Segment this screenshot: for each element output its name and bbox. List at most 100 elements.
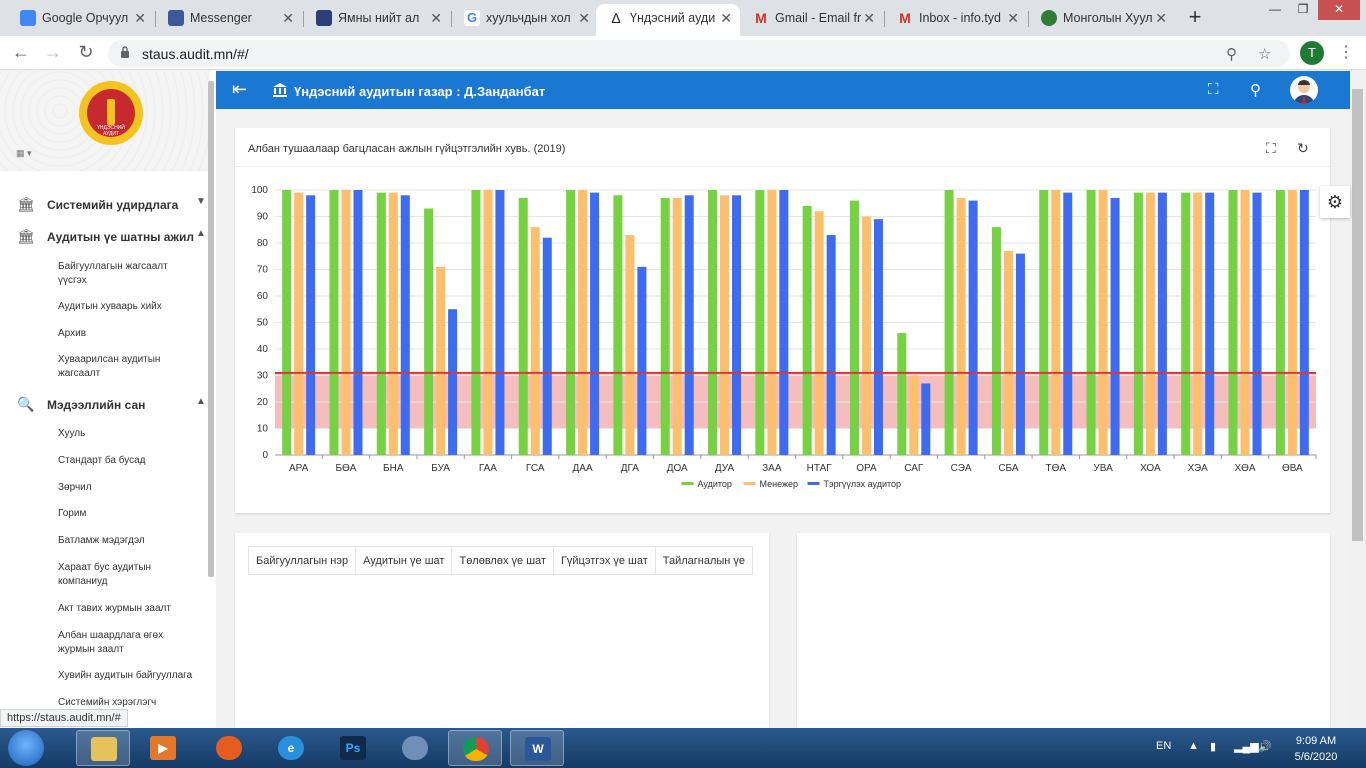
taskbar-chrome-2[interactable] <box>388 730 442 766</box>
sidebar-item[interactable]: Хууль <box>58 428 86 439</box>
tray-expand-icon[interactable]: ▲ <box>1188 740 1199 752</box>
bar <box>483 190 493 455</box>
sidebar-group-system[interactable]: 🏛 Системийн удирдлага ▼ <box>17 196 206 212</box>
browser-tab-active[interactable]: Δ Үндэсний ауди ✕ <box>596 4 740 36</box>
bar <box>1193 192 1203 455</box>
browser-menu-icon[interactable]: ⋮ <box>1338 44 1354 61</box>
bar <box>991 227 1001 455</box>
bar <box>471 190 481 455</box>
url-bar[interactable]: staus.audit.mn/#/ ⚲ ☆ <box>108 40 1290 67</box>
zoom-icon[interactable]: ⚲ <box>1226 46 1237 63</box>
browser-tab[interactable]: Messenger ✕ <box>156 4 302 36</box>
close-icon[interactable]: ✕ <box>134 10 146 26</box>
column-header[interactable]: Гүйцэтгэх үе шат <box>552 546 656 575</box>
windows-start-button[interactable] <box>8 730 44 766</box>
sidebar-item[interactable]: Батламж мэдэгдэл <box>58 535 145 546</box>
page-scrollbar[interactable] <box>1350 71 1366 728</box>
column-header[interactable]: Байгууллагын нэр <box>247 546 357 575</box>
gmail-icon: M <box>755 10 767 26</box>
close-icon[interactable]: ✕ <box>430 10 442 26</box>
network-signal-icon[interactable]: ▂▄▆ <box>1234 741 1259 753</box>
tab-title: Inbox - info.tyd <box>919 11 1001 25</box>
taskbar-firefox[interactable] <box>202 730 256 766</box>
audit-logo: ҮНДЭСНИЙ АУДИТ <box>79 81 143 145</box>
bar <box>944 190 954 455</box>
sidebar-item[interactable]: Горим <box>58 508 87 519</box>
close-window-button[interactable]: ✕ <box>1318 0 1360 20</box>
close-icon[interactable]: ✕ <box>282 10 294 26</box>
sidebar-group-database[interactable]: 🔍 Мэдээллийн сан ▲ <box>17 396 206 412</box>
refresh-icon[interactable]: ↻ <box>1297 140 1309 156</box>
bar <box>1133 192 1143 455</box>
sidebar-item[interactable]: Акт тавих журмын заалт <box>58 603 171 614</box>
bar <box>802 205 812 455</box>
bookmark-star-icon[interactable]: ☆ <box>1258 46 1272 63</box>
browser-tab[interactable]: G хуульчдын хол ✕ <box>452 4 598 36</box>
taskbar-word[interactable]: W <box>510 730 564 766</box>
gear-icon[interactable]: ⚙ <box>1320 186 1350 218</box>
close-icon[interactable]: ✕ <box>1155 10 1167 26</box>
bank-icon <box>273 83 287 97</box>
x-tick-label: ОРА <box>856 463 877 474</box>
sidebar-item[interactable]: Системийн хэрэглэгч <box>58 697 157 708</box>
minimize-button[interactable]: — <box>1269 2 1281 16</box>
taskbar-media-player[interactable]: ▶ <box>136 730 190 766</box>
restore-button[interactable]: ❐ <box>1297 2 1309 16</box>
reload-icon[interactable]: ↻ <box>78 42 94 62</box>
tab-title: Ямны нийт ал <box>338 11 420 25</box>
tab-title: Gmail - Email fr <box>775 11 862 25</box>
legend-label: Менежер <box>760 479 799 489</box>
sidebar-item[interactable]: Аудитын хуваарь хийх <box>58 301 162 312</box>
close-icon[interactable]: ✕ <box>720 10 732 26</box>
sidebar-item[interactable]: Хараат бус аудитын компаниуд <box>58 562 152 587</box>
sidebar-item[interactable]: Хувийн аудитын байгууллага <box>58 670 193 681</box>
sidebar-item[interactable]: Архив <box>58 328 87 339</box>
fullscreen-icon[interactable]: ⛶ <box>1208 81 1219 98</box>
bank-icon: 🏛 <box>17 228 35 244</box>
legend-swatch <box>807 482 820 485</box>
back-arrow-icon[interactable]: ← <box>12 42 30 62</box>
bar <box>1228 190 1238 455</box>
browser-tab[interactable]: M Inbox - info.tyd ✕ <box>885 4 1027 36</box>
expand-icon[interactable]: ⛶ <box>1266 140 1276 156</box>
clock[interactable]: 9:09 AM 5/6/2020 <box>1290 733 1342 765</box>
bar <box>578 190 588 455</box>
column-header[interactable]: Аудитын үе шат <box>355 546 453 575</box>
bar <box>1110 197 1120 455</box>
sidebar-item[interactable]: Стандарт ба бусад <box>58 455 146 466</box>
taskbar-explorer[interactable] <box>76 730 130 766</box>
forward-arrow-icon[interactable]: → <box>44 42 62 62</box>
sidebar-item[interactable]: Байгууллагын жагсаалт үүсгэх <box>58 261 168 286</box>
sidebar-group-audit-stages[interactable]: 🏛 Аудитын үе шатны ажил ▲ <box>17 228 206 244</box>
close-icon[interactable]: ✕ <box>1007 10 1019 26</box>
taskbar-ie[interactable]: e <box>264 730 318 766</box>
browser-tab[interactable]: Монголын Хуул ✕ <box>1029 4 1175 36</box>
sidebar-item[interactable]: Албан шаардлага өгөх журмын заалт <box>58 630 164 655</box>
close-icon[interactable]: ✕ <box>578 10 590 26</box>
column-header[interactable]: Төлөвлөх үе шат <box>451 546 554 575</box>
taskbar-chrome[interactable] <box>448 730 502 766</box>
bar <box>873 219 883 455</box>
search-icon[interactable]: ⚲ <box>1250 82 1261 99</box>
language-indicator[interactable]: EN <box>1156 740 1172 752</box>
profile-avatar[interactable]: T <box>1300 41 1324 65</box>
sidebar-item[interactable]: Зөрчил <box>58 482 92 493</box>
browser-tab[interactable]: M Gmail - Email fr ✕ <box>741 4 883 36</box>
action-center-icon[interactable]: ▮ <box>1210 741 1217 753</box>
back-arrow-icon[interactable]: ⇤ <box>232 79 248 99</box>
new-tab-button[interactable]: + <box>1188 4 1202 29</box>
x-tick-label: БӨА <box>335 463 356 474</box>
column-header[interactable]: Тайлагналын үе <box>654 546 754 575</box>
sidebar-item[interactable]: Хуваарилсан аудитын жагсаалт <box>58 354 161 379</box>
user-avatar[interactable] <box>1290 76 1318 104</box>
taskbar-photoshop[interactable]: Ps <box>326 730 380 766</box>
bar <box>1086 190 1096 455</box>
language-flag-icon[interactable]: ▦ ▾ <box>16 148 32 158</box>
close-icon[interactable]: ✕ <box>863 10 875 26</box>
browser-tab[interactable]: Ямны нийт ал ✕ <box>304 4 450 36</box>
bar <box>755 190 765 455</box>
tab-title: Google Орчуул <box>42 11 129 25</box>
browser-tab[interactable]: Google Орчуул ✕ <box>8 4 154 36</box>
volume-icon[interactable]: 🔊 <box>1258 741 1272 753</box>
sidebar-scrollbar[interactable] <box>208 81 214 577</box>
